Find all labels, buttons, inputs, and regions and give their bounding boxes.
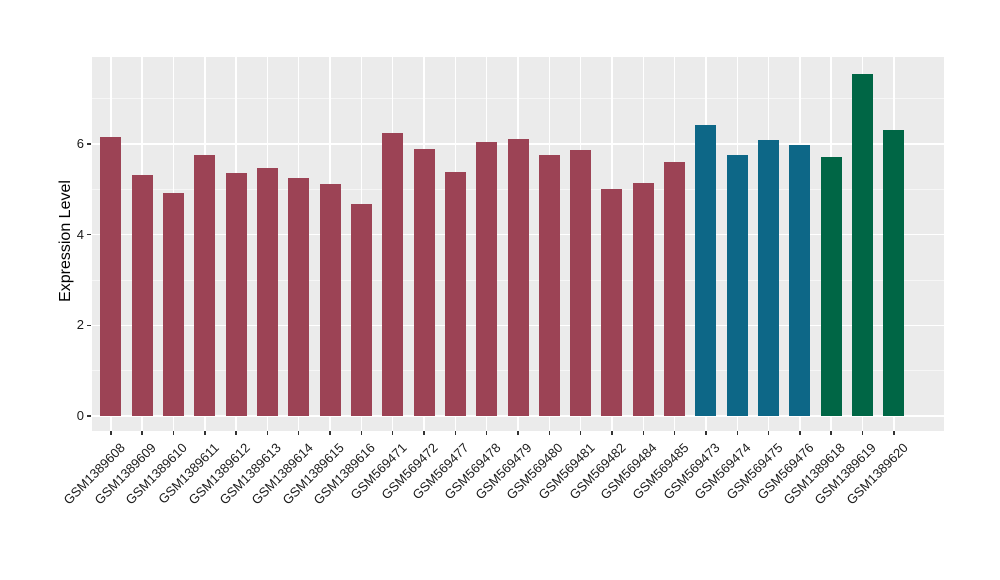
- x-axis-tick: [579, 431, 582, 435]
- bar-GSM569477: [444, 172, 466, 416]
- bar-GSM1389619: [852, 74, 874, 416]
- bar-GSM1389610: [162, 192, 184, 416]
- x-axis-tick: [799, 431, 801, 435]
- x-axis-tick: [642, 431, 645, 435]
- x-axis-tick: [235, 431, 237, 435]
- x-axis-tick: [673, 431, 676, 435]
- y-tick-label: 4: [76, 226, 84, 242]
- bar-GSM1389620: [883, 130, 905, 416]
- x-axis-tick: [172, 431, 175, 435]
- bar-GSM569479: [507, 138, 529, 416]
- bar-GSM569484: [632, 183, 654, 416]
- bar-GSM569482: [601, 189, 623, 416]
- bar-GSM569472: [413, 148, 435, 416]
- x-axis-tick: [548, 431, 551, 435]
- bar-GSM1389618: [820, 156, 842, 416]
- x-axis-tick: [830, 431, 832, 435]
- y-axis-tick: [87, 415, 91, 417]
- bar-GSM569475: [758, 140, 780, 416]
- y-tick-label: 0: [76, 408, 84, 423]
- y-axis-tick: [87, 143, 91, 145]
- bar-GSM569473: [695, 124, 717, 416]
- bar-GSM1389614: [288, 177, 310, 416]
- y-axis-tick: [87, 233, 91, 236]
- x-axis-tick: [329, 431, 331, 435]
- x-axis-tick: [360, 431, 363, 435]
- bar-GSM1389608: [100, 137, 122, 416]
- x-axis-tick: [391, 431, 394, 435]
- bar-GSM1389616: [350, 204, 372, 416]
- bar-GSM1389611: [194, 155, 216, 416]
- x-axis-tick: [454, 431, 457, 435]
- x-axis-tick: [266, 431, 269, 435]
- x-axis-tick: [485, 431, 488, 435]
- bar-GSM569478: [476, 141, 498, 416]
- bar-GSM569476: [789, 144, 811, 416]
- x-axis-tick: [893, 431, 895, 435]
- bar-GSM1389613: [256, 168, 278, 416]
- bar-GSM569485: [664, 162, 686, 416]
- x-axis-tick: [423, 431, 425, 435]
- x-axis-tick: [204, 431, 206, 435]
- bar-GSM1389612: [225, 173, 247, 416]
- x-axis-tick: [611, 431, 613, 435]
- x-axis-tick: [141, 431, 143, 435]
- x-axis-tick: [861, 431, 864, 435]
- x-axis-tick: [705, 431, 707, 435]
- bar-GSM1389609: [131, 174, 153, 416]
- bar-GSM569471: [382, 132, 404, 416]
- bar-GSM569474: [726, 155, 748, 416]
- x-axis-tick: [736, 431, 738, 435]
- y-tick-label: 2: [76, 317, 84, 333]
- x-axis-tick: [110, 431, 112, 435]
- bar-GSM1389615: [319, 183, 341, 416]
- bar-GSM569481: [570, 150, 592, 416]
- bar-GSM569480: [538, 154, 560, 416]
- y-tick-label: 6: [76, 136, 84, 152]
- y-axis-tick: [87, 324, 91, 327]
- plot-panel: [92, 57, 944, 431]
- x-axis-tick: [517, 431, 519, 435]
- x-axis-tick: [297, 431, 300, 435]
- x-axis-tick: [767, 431, 770, 435]
